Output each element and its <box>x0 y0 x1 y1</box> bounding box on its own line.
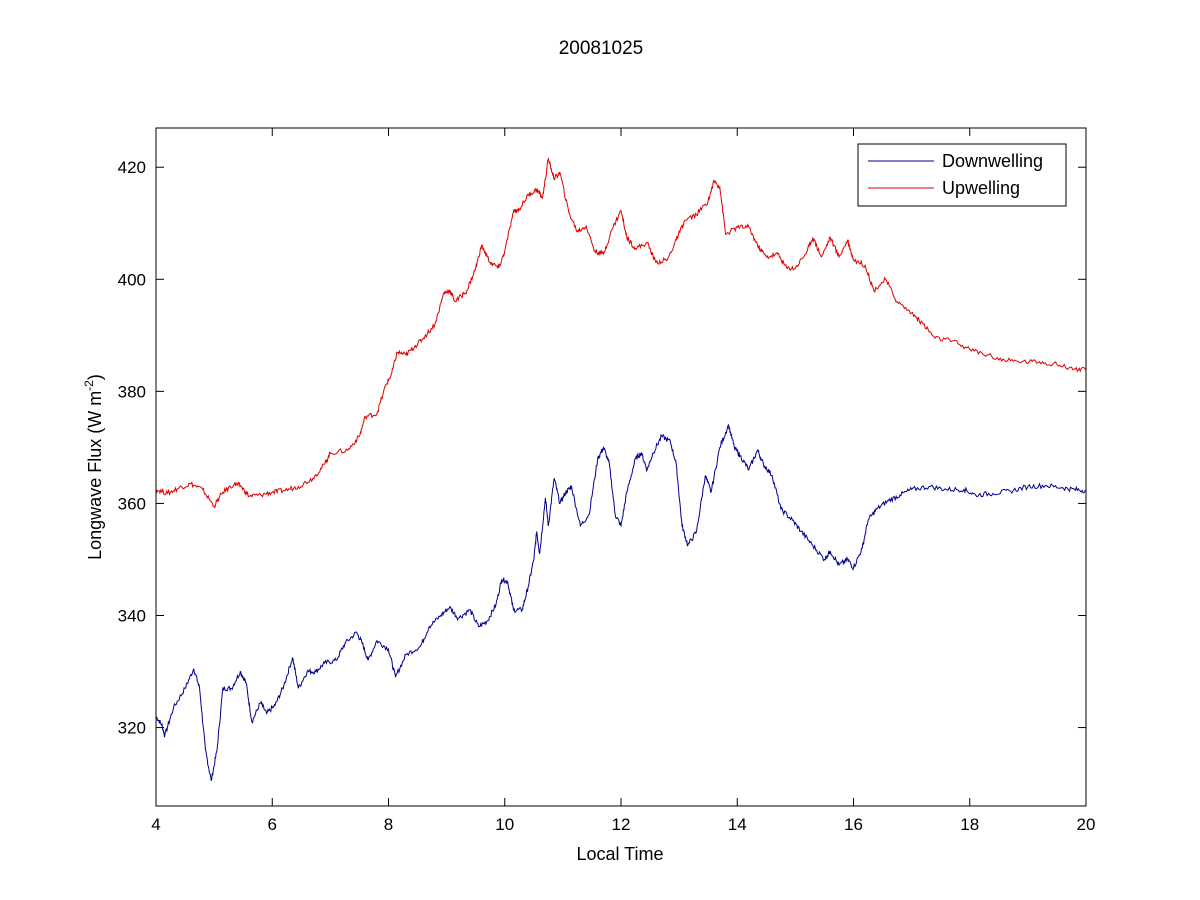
y-axis: 320 340 360 380 400 420 <box>118 158 1086 738</box>
y-tick-label: 400 <box>118 270 146 289</box>
x-tick-label: 10 <box>495 815 514 834</box>
x-tick-label: 16 <box>844 815 863 834</box>
y-axis-label: Longwave Flux (W m-2) <box>82 374 105 560</box>
series-line-downwelling <box>155 423 1087 781</box>
x-tick-label: 12 <box>612 815 631 834</box>
chart-title: 20081025 <box>559 38 644 59</box>
x-tick-label: 6 <box>268 815 277 834</box>
y-tick-label: 360 <box>118 494 146 513</box>
legend-label-downwelling: Downwelling <box>942 151 1043 171</box>
y-tick-label: 320 <box>118 719 146 738</box>
legend: Downwelling Upwelling <box>857 143 1067 207</box>
y-tick-label: 420 <box>118 158 146 177</box>
series-layer <box>155 157 1087 781</box>
x-tick-label: 8 <box>384 815 393 834</box>
x-tick-label: 14 <box>728 815 747 834</box>
x-tick-label: 4 <box>151 815 160 834</box>
series-line-upwelling <box>155 157 1087 509</box>
y-tick-label: 340 <box>118 606 146 625</box>
x-axis-label: Local Time <box>576 844 663 864</box>
y-axis-label-main: Longwave Flux (W m <box>85 391 105 560</box>
x-tick-label: 18 <box>960 815 979 834</box>
x-axis: 4 6 8 10 12 14 16 18 20 <box>151 128 1095 834</box>
y-axis-label-end: ) <box>85 374 105 380</box>
x-tick-label: 20 <box>1077 815 1096 834</box>
legend-label-upwelling: Upwelling <box>942 178 1020 198</box>
y-axis-label-superscript: -2 <box>82 380 96 391</box>
legend-box <box>857 143 1067 207</box>
y-tick-label: 380 <box>118 382 146 401</box>
